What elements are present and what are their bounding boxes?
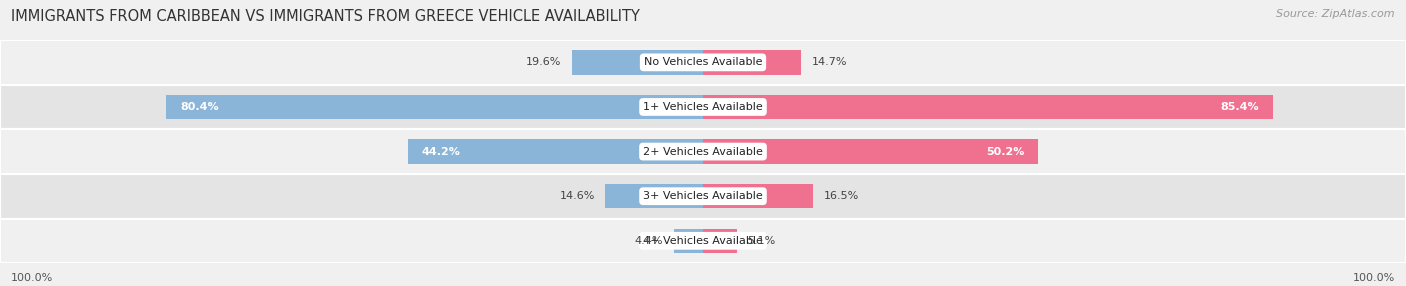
Text: 44.2%: 44.2% [422,147,461,156]
Text: 1+ Vehicles Available: 1+ Vehicles Available [643,102,763,112]
Bar [408,139,703,164]
Text: 19.6%: 19.6% [526,57,561,67]
Text: 100.0%: 100.0% [11,273,53,283]
Text: 3+ Vehicles Available: 3+ Vehicles Available [643,191,763,201]
Text: Source: ZipAtlas.com: Source: ZipAtlas.com [1277,9,1395,19]
Bar [703,139,1038,164]
Text: 80.4%: 80.4% [180,102,219,112]
Bar [703,229,737,253]
Text: 50.2%: 50.2% [986,147,1024,156]
Bar [703,95,1274,119]
Text: IMMIGRANTS FROM CARIBBEAN VS IMMIGRANTS FROM GREECE VEHICLE AVAILABILITY: IMMIGRANTS FROM CARIBBEAN VS IMMIGRANTS … [11,9,640,23]
Text: No Vehicles Available: No Vehicles Available [644,57,762,67]
Text: 100.0%: 100.0% [1353,273,1395,283]
Bar [166,95,703,119]
Bar [0,129,1406,174]
Bar [0,40,1406,85]
Text: 14.7%: 14.7% [811,57,848,67]
Text: 5.1%: 5.1% [748,236,776,246]
Text: 4+ Vehicles Available: 4+ Vehicles Available [643,236,763,246]
Bar [0,219,1406,263]
Text: 4.4%: 4.4% [634,236,664,246]
Bar [0,174,1406,219]
Bar [703,50,801,75]
Bar [606,184,703,208]
Bar [673,229,703,253]
Text: 85.4%: 85.4% [1220,102,1260,112]
Bar [572,50,703,75]
Bar [703,184,813,208]
Text: 16.5%: 16.5% [824,191,859,201]
Bar [0,85,1406,129]
Text: 14.6%: 14.6% [560,191,595,201]
Text: 2+ Vehicles Available: 2+ Vehicles Available [643,147,763,156]
